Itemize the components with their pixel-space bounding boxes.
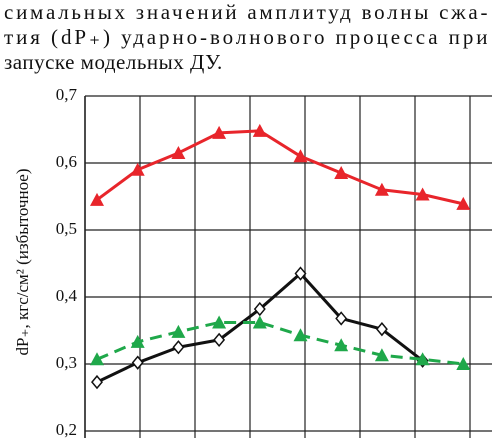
marker (334, 166, 349, 180)
marker (90, 192, 104, 206)
marker (171, 324, 186, 338)
marker (253, 301, 266, 317)
marker (213, 332, 226, 348)
y-tick-label: 0,7 (56, 85, 78, 104)
vertical-grid (139, 96, 471, 438)
marker (293, 149, 308, 163)
marker (131, 355, 144, 370)
marker (212, 315, 227, 329)
marker (252, 315, 267, 329)
marker (293, 328, 308, 342)
y-tick-label: 0,6 (56, 152, 77, 171)
y-tick-label: 0,4 (56, 286, 78, 305)
marker (374, 182, 389, 196)
marker (335, 311, 348, 326)
text-line: тия (dP₊) ударно-волнового процесса при (4, 25, 488, 49)
marker (374, 348, 389, 362)
marker (172, 340, 185, 355)
marker (171, 145, 186, 159)
text-line: симальных значений амплитуд волны сжа- (4, 0, 488, 24)
y-tick-label: 0,2 (56, 420, 77, 438)
marker (375, 321, 388, 337)
series-line (96, 129, 464, 206)
text-line: запуске модельных ДУ. (4, 50, 223, 74)
marker (415, 352, 430, 366)
marker (334, 338, 349, 352)
marker (90, 352, 104, 366)
marker (294, 266, 307, 281)
marker (130, 334, 145, 348)
y-tick-label: 0,3 (56, 353, 77, 372)
series-line (96, 320, 464, 366)
marker (456, 196, 471, 210)
y-axis-label: dP₊, кгс/см² (избыточное) (13, 169, 32, 356)
marker (252, 123, 267, 137)
marker (415, 187, 430, 201)
marker (130, 162, 145, 176)
marker (91, 374, 103, 390)
marker (212, 125, 227, 139)
marker (456, 357, 471, 370)
y-tick-label: 0,5 (56, 219, 77, 238)
